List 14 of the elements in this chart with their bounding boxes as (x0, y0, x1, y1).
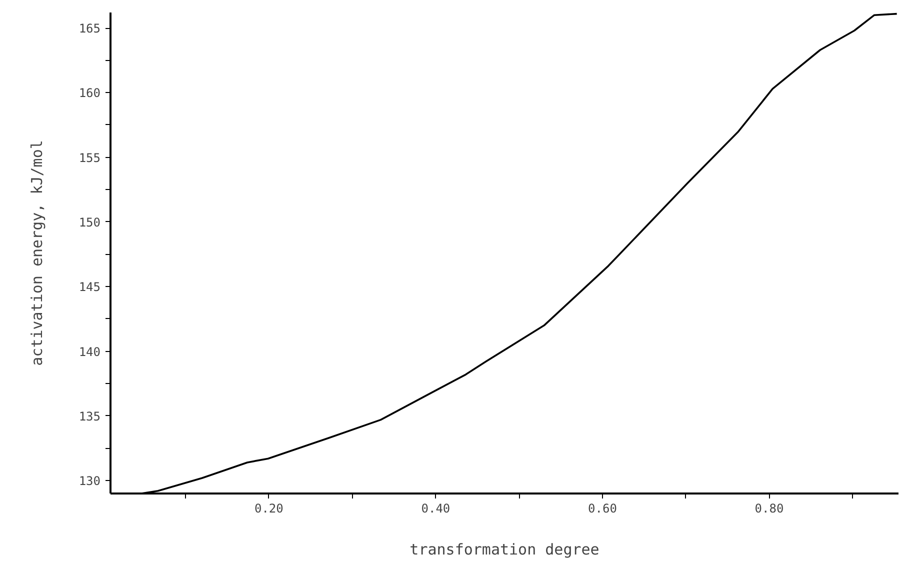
y-tick-label: 160 (78, 86, 101, 100)
y-axis-title: activation energy, kJ/mol (28, 140, 46, 366)
y-tick-label: 165 (78, 22, 101, 36)
y-tick-label: 155 (78, 150, 101, 165)
y-tick-label: 150 (78, 215, 101, 230)
x-tick-label: 0.80 (754, 502, 784, 516)
y-tick-label: 140 (78, 344, 101, 359)
x-axis-title: transformation degree (410, 540, 600, 558)
x-tick-label: 0.60 (588, 502, 617, 516)
y-tick-label: 145 (78, 280, 101, 294)
y-tick-label: 130 (78, 474, 101, 488)
y-tick-label: 135 (78, 409, 101, 424)
x-tick-label: 0.20 (254, 502, 284, 516)
x-tick-label: 0.40 (421, 502, 450, 516)
